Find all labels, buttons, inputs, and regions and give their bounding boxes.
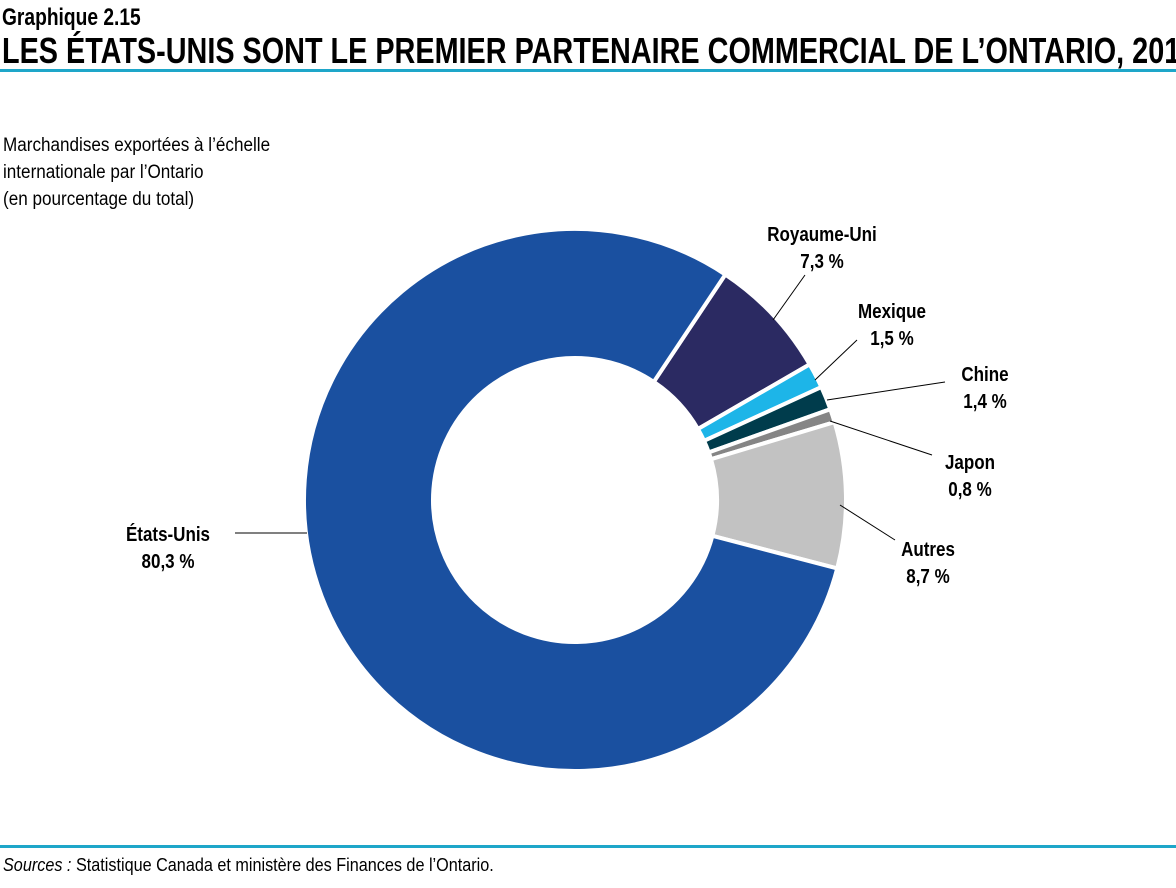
- slice-name-label: Autres: [901, 538, 955, 561]
- subtitle-line: internationale par l’Ontario: [3, 162, 204, 183]
- slice-name-label: Japon: [945, 451, 995, 474]
- slice-name-label: Mexique: [858, 300, 926, 323]
- slice-value-label: 8,7 %: [906, 565, 949, 588]
- figure-number: Graphique 2.15: [2, 4, 141, 31]
- leader-line: [826, 381, 946, 401]
- slice-value-label: 1,4 %: [963, 390, 1006, 413]
- leader-line: [814, 339, 858, 381]
- leader-line: [839, 504, 896, 541]
- leader-line: [829, 420, 933, 456]
- slice-name-label: États-Unis: [126, 523, 210, 546]
- leader-line: [772, 274, 806, 321]
- title-rule: [0, 69, 1176, 72]
- sources-label: Sources :: [3, 855, 72, 875]
- slice-value-label: 7,3 %: [800, 250, 843, 273]
- subtitle-line: (en pourcentage du total): [3, 189, 195, 210]
- sources-text: Statistique Canada et ministère des Fina…: [75, 855, 494, 875]
- slice-value-label: 1,5 %: [870, 327, 913, 350]
- slice--tats-unis: [302, 227, 840, 773]
- slice-value-label: 80,3 %: [142, 550, 195, 573]
- footer-rule: [0, 845, 1176, 848]
- chart-title: LES ÉTATS-UNIS SONT LE PREMIER PARTENAIR…: [2, 30, 1176, 71]
- slice-name-label: Royaume-Uni: [767, 223, 876, 246]
- slice-value-label: 0,8 %: [948, 478, 991, 501]
- chart-subtitle: Marchandises exportées à l’échelle inter…: [3, 132, 327, 213]
- subtitle-line: Marchandises exportées à l’échelle: [3, 135, 271, 156]
- slice-name-label: Chine: [961, 363, 1008, 386]
- sources-note: Sources : Statistique Canada et ministèr…: [3, 855, 494, 876]
